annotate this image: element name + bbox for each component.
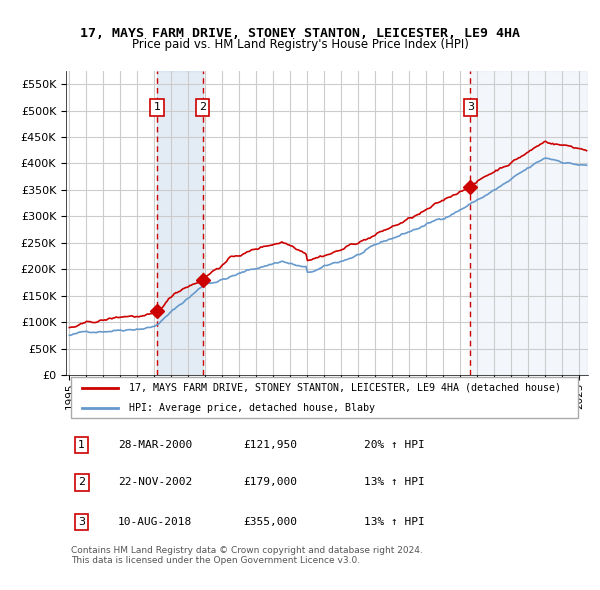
Text: 13% ↑ HPI: 13% ↑ HPI [364, 477, 424, 487]
Text: 28-MAR-2000: 28-MAR-2000 [118, 440, 193, 450]
Text: 17, MAYS FARM DRIVE, STONEY STANTON, LEICESTER, LE9 4HA (detached house): 17, MAYS FARM DRIVE, STONEY STANTON, LEI… [128, 383, 560, 393]
Text: 3: 3 [78, 517, 85, 527]
Text: 20% ↑ HPI: 20% ↑ HPI [364, 440, 424, 450]
Text: £121,950: £121,950 [244, 440, 298, 450]
Text: 1: 1 [78, 440, 85, 450]
Text: 22-NOV-2002: 22-NOV-2002 [118, 477, 193, 487]
Text: 2: 2 [78, 477, 85, 487]
Text: 3: 3 [467, 102, 474, 112]
Text: Contains HM Land Registry data © Crown copyright and database right 2024.
This d: Contains HM Land Registry data © Crown c… [71, 546, 423, 565]
Bar [470, 71, 587, 375]
Text: 13% ↑ HPI: 13% ↑ HPI [364, 517, 424, 527]
Text: HPI: Average price, detached house, Blaby: HPI: Average price, detached house, Blab… [128, 403, 374, 413]
Text: 2: 2 [199, 102, 206, 112]
Text: Price paid vs. HM Land Registry's House Price Index (HPI): Price paid vs. HM Land Registry's House … [131, 38, 469, 51]
Text: 17, MAYS FARM DRIVE, STONEY STANTON, LEICESTER, LE9 4HA: 17, MAYS FARM DRIVE, STONEY STANTON, LEI… [80, 27, 520, 40]
Text: 10-AUG-2018: 10-AUG-2018 [118, 517, 193, 527]
Text: £179,000: £179,000 [244, 477, 298, 487]
FancyBboxPatch shape [71, 378, 578, 418]
Text: £355,000: £355,000 [244, 517, 298, 527]
Text: 1: 1 [154, 102, 161, 112]
Bar [157, 71, 203, 375]
